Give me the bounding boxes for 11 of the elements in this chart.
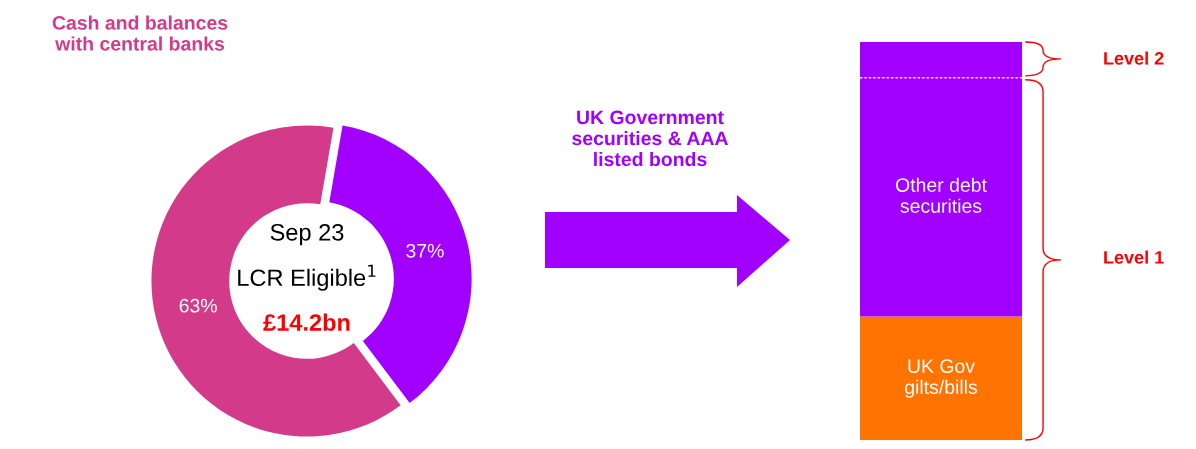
data-label: 63% [179, 298, 217, 313]
slice-label: UK Government securities & AAA listed bonds [572, 110, 729, 167]
text: LCR Eligible$^{1}$ [238, 264, 376, 291]
series-label: Other debt securities [895, 177, 987, 213]
text: Level 1 [1104, 250, 1164, 264]
text: Level 2 [1104, 51, 1164, 65]
slice-label: Cash and balances with central banks [52, 15, 228, 51]
series-label: UK Gov gilts/bills [905, 359, 978, 398]
data-label: 37% [406, 243, 444, 258]
text: Sep 23 [270, 223, 344, 246]
text: £14.2bn [263, 313, 350, 331]
